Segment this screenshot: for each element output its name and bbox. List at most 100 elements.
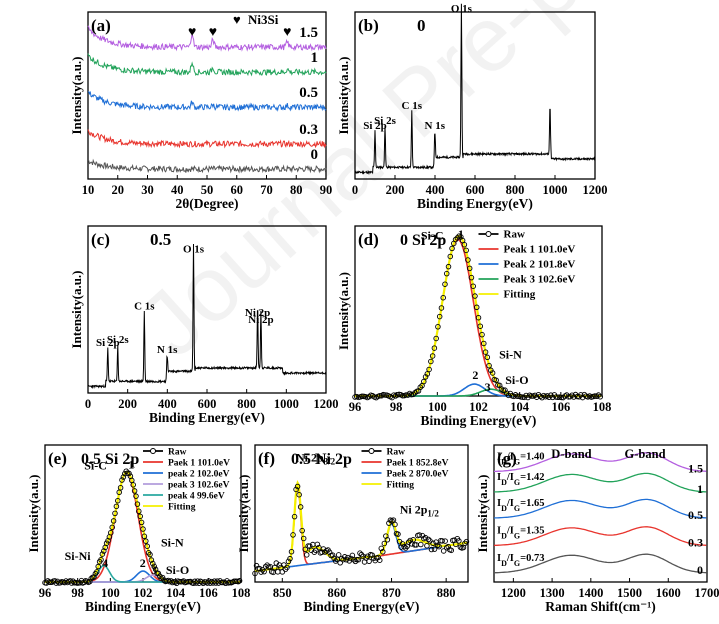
raw-point xyxy=(438,305,445,311)
raw-point xyxy=(453,541,459,548)
peak-annotation: 1 xyxy=(458,227,464,241)
panel-a: 10 20 30 40 50 60 70 80 902θ(Degree)Intensity(a.… xyxy=(69,11,332,211)
legend-marker xyxy=(150,448,156,454)
raw-point xyxy=(405,392,411,398)
panel-label-d: (d) xyxy=(358,230,379,249)
raw-point xyxy=(108,529,114,536)
raw-point xyxy=(290,532,296,538)
peak-annotation: Ni 2p1/2 xyxy=(400,503,440,519)
x-tick-label-c: 0 xyxy=(85,397,91,411)
raw-point xyxy=(555,394,561,401)
ratio-part: G xyxy=(514,477,520,486)
x-tick-label-b: 200 xyxy=(386,183,405,197)
raw-point xyxy=(117,484,124,491)
legend-label: Raw xyxy=(387,448,406,458)
x-tick-label-g: 1400 xyxy=(578,586,603,600)
x-tick-label-b: 600 xyxy=(466,183,485,197)
panel-d: 96 98 100 102 104 106 108 Binding Energy(eV) Int… xyxy=(336,225,611,428)
raw-point xyxy=(448,547,455,554)
raw-point xyxy=(141,533,148,540)
ratio-part: /I xyxy=(506,525,514,536)
peak-marker: ♥ xyxy=(188,25,196,40)
x-axis-label-e: Binding Energy(eV) xyxy=(85,599,201,614)
raw-point xyxy=(578,392,584,398)
raw-point xyxy=(294,483,301,490)
y-axis-label-b: Intensity(a.u.) xyxy=(336,56,351,134)
x-tick-label-e: 104 xyxy=(166,586,186,600)
x-tick-label-b: 1000 xyxy=(543,183,568,197)
raw-point xyxy=(428,546,435,553)
ratio-part: /I xyxy=(506,498,514,509)
raw-point xyxy=(376,392,383,399)
raw-point xyxy=(433,335,439,342)
panel-g: 1200 1300 1400 1500 1600 1700 Raman Shift(cm⁻¹… xyxy=(475,444,719,614)
raw-point xyxy=(378,545,385,552)
raw-point xyxy=(465,257,471,263)
ratio-part: D xyxy=(501,531,507,540)
raw-point xyxy=(140,526,146,532)
raw-point xyxy=(130,482,136,488)
ratio-part: /I xyxy=(506,451,514,462)
panel-label-a: (a) xyxy=(91,16,111,35)
legend-label: Peak 2 101.8eV xyxy=(504,259,576,271)
peak-label: Si 2s xyxy=(374,115,396,127)
raman-series-0 xyxy=(493,553,707,574)
raw-point xyxy=(425,536,432,543)
raw-point xyxy=(94,569,100,575)
raw-point xyxy=(595,392,602,398)
raw-point xyxy=(418,541,424,548)
raw-point xyxy=(461,241,468,248)
x-tick-label-b: 800 xyxy=(506,183,525,197)
raw-point xyxy=(207,580,213,586)
panel-title-d: 0 Si 2p xyxy=(400,232,446,249)
annotation-subscript: 3/2 xyxy=(324,456,336,466)
y-axis-label-c: Intensity(a.u.) xyxy=(69,270,84,348)
raw-point xyxy=(253,562,260,569)
raw-point xyxy=(155,570,162,577)
legend-label: Fitting xyxy=(387,481,415,491)
raw-point xyxy=(399,392,406,399)
raw-point xyxy=(288,548,295,555)
raw-point xyxy=(165,577,171,584)
raw-point xyxy=(113,503,120,510)
x-tick-label-e: 96 xyxy=(39,586,52,600)
raw-point xyxy=(442,281,448,287)
x-tick-label-d: 100 xyxy=(428,400,447,414)
peak-annotation: 3 xyxy=(151,563,157,577)
raw-point xyxy=(477,323,484,329)
peak-label: O 1s xyxy=(183,244,205,256)
series-label-0.3: 0.3 xyxy=(299,122,318,138)
raw-point xyxy=(528,393,535,399)
raw-point xyxy=(439,538,445,544)
raw-point xyxy=(131,488,138,494)
raw-point xyxy=(332,558,339,564)
ratio-part: =1.35 xyxy=(520,525,544,536)
band-label: G-band xyxy=(625,447,666,461)
raw-point xyxy=(434,542,441,549)
legend-label: peak 3 102.6eV xyxy=(168,481,230,491)
x-axis-label-b: Binding Energy(eV) xyxy=(417,196,533,211)
legend-label: Ni3Si xyxy=(248,12,279,27)
x-tick-label-c: 800 xyxy=(237,397,256,411)
panel-title-b: 0 xyxy=(417,16,426,35)
x-tick-label-f: 870 xyxy=(382,586,401,600)
ratio-label: ID/IG=1.35 xyxy=(497,525,544,540)
legend-label: Paek 1 101.0eV xyxy=(168,459,230,469)
raw-point xyxy=(355,556,362,563)
series-line-0.3 xyxy=(87,129,327,149)
raw-point xyxy=(291,513,298,520)
raw-point xyxy=(395,531,401,537)
x-axis-label-a: 2θ(Degree) xyxy=(175,196,238,211)
x-tick-label-g: 1200 xyxy=(501,586,526,600)
raw-point xyxy=(119,477,125,483)
component-peak-2 xyxy=(254,523,468,572)
x-axis-label-c: Binding Energy(eV) xyxy=(149,410,265,425)
raman-series-0.5 xyxy=(493,498,707,519)
raw-point xyxy=(484,354,491,361)
peak-annotation: Si-C xyxy=(421,229,444,243)
raw-point xyxy=(147,551,153,558)
legend-label: Peak 1 101.0eV xyxy=(504,244,576,256)
raw-point xyxy=(473,304,480,311)
x-tick-label-a: 10 xyxy=(82,183,95,197)
peak-annotation: Si-Ni xyxy=(65,549,92,563)
